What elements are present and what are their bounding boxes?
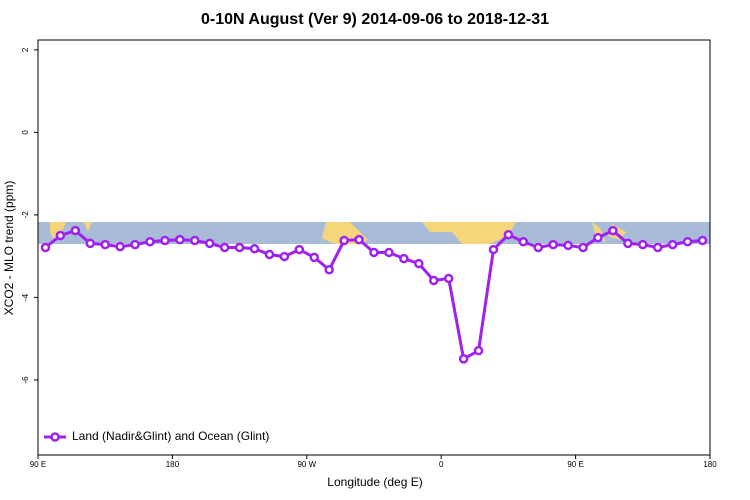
data-point bbox=[264, 249, 275, 260]
data-point bbox=[652, 242, 663, 253]
data-point bbox=[309, 252, 320, 263]
data-point bbox=[190, 235, 200, 246]
data-point bbox=[369, 247, 379, 258]
x-tick-label: 90 W bbox=[297, 460, 316, 469]
data-point bbox=[593, 232, 603, 243]
data-point bbox=[518, 236, 529, 247]
data-point bbox=[339, 235, 349, 246]
data-point bbox=[40, 242, 51, 253]
y-axis-title: XCO2 - MLO trend (ppm) bbox=[2, 181, 16, 316]
data-point bbox=[533, 242, 544, 253]
plot-frame bbox=[37, 39, 711, 456]
data-point bbox=[503, 229, 514, 240]
data-point bbox=[55, 230, 66, 241]
data-point bbox=[175, 234, 185, 245]
data-point bbox=[204, 238, 215, 249]
data-point bbox=[428, 275, 439, 286]
data-point bbox=[279, 251, 290, 262]
data-point bbox=[354, 234, 364, 245]
data-point bbox=[249, 243, 260, 254]
data-point bbox=[578, 242, 588, 253]
data-point bbox=[623, 238, 633, 249]
x-tick-label: 0 bbox=[439, 460, 444, 469]
y-tick-label: 0 bbox=[21, 130, 30, 135]
y-tick-label: -4 bbox=[21, 293, 30, 301]
data-point bbox=[70, 225, 81, 236]
data-point bbox=[697, 235, 708, 246]
data-point bbox=[638, 239, 648, 250]
data-point bbox=[548, 239, 558, 250]
data-point bbox=[399, 253, 409, 264]
x-tick-label: 180 bbox=[703, 460, 717, 469]
chart-title: 0-10N August (Ver 9) 2014-09-06 to 2018-… bbox=[201, 11, 549, 28]
data-point bbox=[145, 236, 155, 247]
data-point bbox=[85, 238, 96, 249]
data-point bbox=[324, 265, 334, 275]
data-point bbox=[100, 239, 110, 250]
data-point bbox=[667, 239, 678, 250]
legend-marker bbox=[50, 432, 60, 442]
data-point bbox=[488, 244, 499, 255]
data-point bbox=[115, 241, 125, 252]
data-point bbox=[563, 240, 573, 251]
data-point bbox=[443, 273, 454, 284]
data-point bbox=[234, 242, 245, 253]
data-point bbox=[682, 236, 693, 247]
x-axis-title: Longitude (deg E) bbox=[327, 475, 422, 489]
y-tick-label: -2 bbox=[21, 211, 30, 219]
legend-label: Land (Nadir&Glint) and Ocean (Glint) bbox=[72, 429, 269, 443]
x-tick-label: 180 bbox=[166, 460, 180, 469]
data-point bbox=[384, 247, 394, 258]
x-tick-label: 90 E bbox=[30, 460, 46, 469]
data-point bbox=[608, 225, 618, 236]
data-point bbox=[294, 244, 305, 255]
data-point bbox=[414, 258, 424, 269]
data-point bbox=[130, 239, 140, 250]
y-tick-label: -6 bbox=[21, 376, 30, 384]
x-tick-label: 90 E bbox=[567, 460, 583, 469]
data-point bbox=[473, 345, 484, 356]
y-tick-label: 2 bbox=[21, 47, 30, 52]
data-point bbox=[160, 235, 170, 246]
data-point bbox=[458, 354, 469, 364]
data-point bbox=[219, 242, 230, 253]
